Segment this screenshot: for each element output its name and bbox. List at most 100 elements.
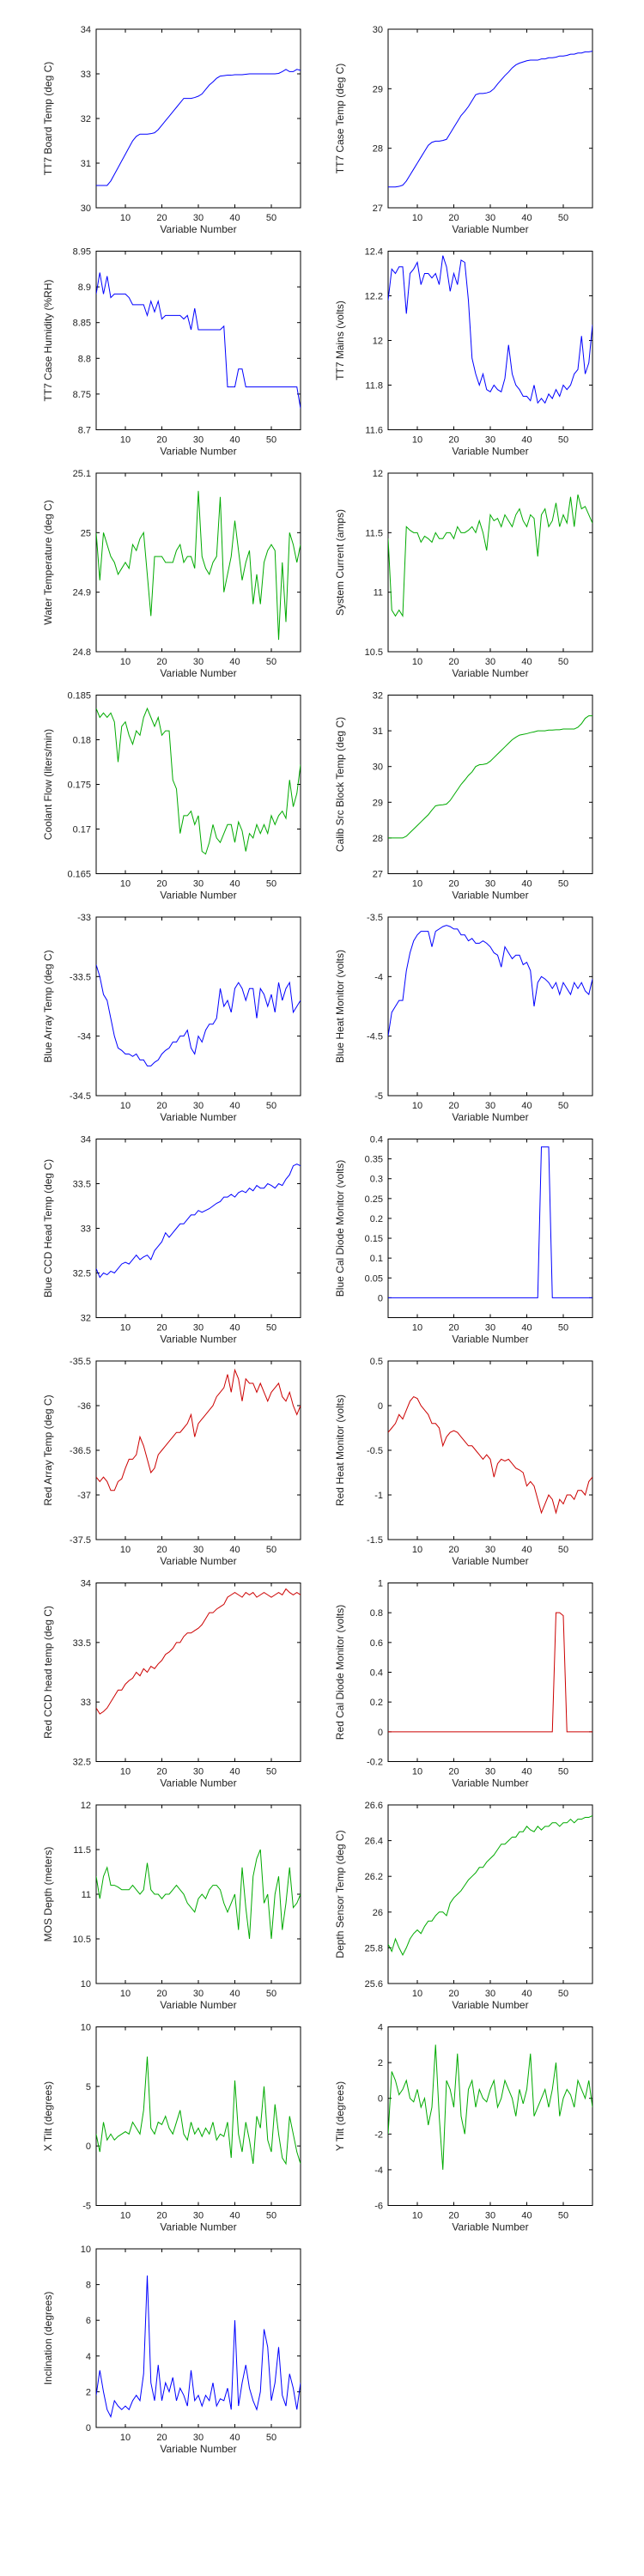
y-tick-label: 33 [81, 70, 91, 80]
x-tick-label: 50 [266, 1767, 276, 1777]
y-tick-label: 10 [81, 2023, 91, 2033]
y-axis-label: Depth Sensor Temp (deg C) [334, 1830, 346, 1958]
x-tick-label: 50 [558, 657, 568, 667]
x-tick-label: 40 [521, 879, 532, 890]
chart-panel: 10 20 30 40 50 -34.5 -34 -33.5 -33 Variable Numbe… [42, 913, 301, 1123]
x-tick-label: 50 [266, 1989, 276, 1999]
series-line [96, 69, 301, 186]
x-tick-label: 20 [448, 213, 459, 223]
series-line [388, 1395, 592, 1515]
series-line [96, 2057, 301, 2166]
y-tick-label: -35.5 [70, 1357, 91, 1367]
x-axis-label: Variable Number [160, 1999, 236, 2011]
y-axis-label: MOS Depth (meters) [42, 1847, 54, 1942]
x-tick-label: 40 [229, 879, 240, 890]
plot-frame [95, 1804, 301, 1984]
y-tick-label: -34.5 [70, 1091, 91, 1102]
y-tick-label: 5 [86, 2082, 91, 2093]
y-axis-label: Y Tilt (degrees) [334, 2081, 346, 2151]
x-tick-label: 20 [156, 2211, 167, 2221]
y-tick-label: 32 [373, 691, 383, 702]
y-tick-label: 31 [373, 726, 383, 737]
y-tick-label: 25.8 [365, 1943, 383, 1953]
y-tick-label: 33 [81, 1224, 91, 1235]
x-axis-label: Variable Number [160, 2443, 236, 2455]
y-axis-label: Inclination (degrees) [42, 2292, 54, 2385]
y-axis-label: Coolant Flow (liters/min) [42, 729, 54, 840]
x-tick-label: 40 [229, 2211, 240, 2221]
y-tick-label: 33.5 [73, 1638, 91, 1649]
chart-panel: 10 20 30 40 50 10.5 11 11.5 12 Variable Number Sys… [334, 469, 593, 679]
chart-panel: 10 20 30 40 50 10 10.5 11 11.5 12 Variable Number M… [42, 1801, 301, 2011]
x-tick-label: 20 [448, 435, 459, 446]
x-axis-label: Variable Number [160, 446, 236, 458]
x-tick-label: 20 [156, 657, 167, 667]
y-tick-label: 11.5 [73, 1845, 91, 1856]
y-tick-label: -5 [374, 1091, 383, 1102]
x-tick-label: 50 [558, 1101, 568, 1111]
y-tick-label: -36.5 [70, 1446, 91, 1456]
y-tick-label: 0.3 [370, 1175, 383, 1185]
y-tick-label: 6 [86, 2316, 91, 2326]
plot-frame [387, 251, 593, 430]
y-axis-label: Blue Array Temp (deg C) [42, 950, 54, 1062]
y-tick-label: 8.85 [73, 319, 91, 329]
y-tick-label: 29 [373, 798, 383, 808]
x-axis-label: Variable Number [160, 1111, 236, 1123]
chart-panel: 10 20 30 40 50 27 28 29 30 31 32 Variable Number Cal… [334, 691, 593, 902]
y-tick-label: 2 [378, 2058, 383, 2069]
series-line [388, 925, 592, 1036]
x-tick-label: 40 [521, 2211, 532, 2221]
y-tick-label: 33.5 [73, 1180, 91, 1190]
x-tick-label: 40 [229, 1323, 240, 1334]
x-tick-label: 30 [193, 213, 204, 223]
x-tick-label: 10 [120, 1101, 131, 1111]
x-tick-label: 10 [120, 1545, 131, 1555]
x-tick-label: 30 [193, 2211, 204, 2221]
plot-frame [387, 916, 593, 1097]
y-tick-label: 0.25 [365, 1194, 383, 1205]
x-tick-label: 20 [448, 879, 459, 890]
chart-panel: 10 20 30 40 50 0.165 0.17 0.175 0.18 0.185 Variabl… [42, 691, 301, 902]
y-tick-label: -4.5 [367, 1032, 383, 1042]
chart-panel: 10 20 30 40 50 24.8 24.9 25 25.1 Variable Number W… [42, 469, 301, 679]
series-line [388, 494, 592, 618]
y-tick-label: 0.15 [365, 1234, 383, 1244]
x-tick-label: 20 [156, 435, 167, 446]
y-tick-label: 32 [81, 114, 91, 125]
y-tick-label: 25.6 [365, 1979, 383, 1990]
x-axis-label: Variable Number [160, 1555, 236, 1567]
y-tick-label: 0 [86, 2142, 91, 2152]
x-tick-label: 10 [412, 2211, 422, 2221]
y-tick-label: 2 [86, 2387, 91, 2397]
y-axis-label: Blue Heat Monitor (volts) [334, 950, 346, 1063]
chart-panel: 10 20 30 40 50 -6 -4 -2 0 2 4 Variable Number Y Tilt… [334, 2023, 593, 2233]
x-tick-label: 30 [485, 435, 495, 446]
y-tick-label: -34 [77, 1032, 91, 1042]
y-tick-label: 32 [81, 1314, 91, 1324]
x-tick-label: 10 [120, 657, 131, 667]
series-line [96, 2275, 301, 2418]
x-tick-label: 50 [266, 1101, 276, 1111]
x-tick-label: 10 [120, 1767, 131, 1777]
plot-frame [95, 251, 301, 430]
y-tick-label: 28 [373, 144, 383, 155]
x-axis-label: Variable Number [452, 1555, 528, 1567]
y-tick-label: 30 [81, 204, 91, 214]
y-tick-label: 0 [378, 2094, 383, 2105]
y-tick-label: 32.5 [73, 1269, 91, 1279]
x-axis-label: Variable Number [452, 1999, 528, 2011]
plot-frame [387, 472, 593, 653]
y-tick-label: 8 [86, 2281, 91, 2291]
y-tick-label: 32.5 [73, 1758, 91, 1768]
y-tick-label: -6 [374, 2202, 383, 2212]
chart-panel: 10 20 30 40 50 0 0.05 0.1 0.15 0.2 0.25 0.3 0.35 0.4 V… [334, 1135, 593, 1346]
x-tick-label: 20 [448, 1767, 459, 1777]
plot-frame [387, 1360, 593, 1540]
series-line [96, 707, 301, 855]
y-tick-label: 0.8 [370, 1608, 383, 1619]
y-tick-label: -5 [82, 2202, 91, 2212]
x-axis-label: Variable Number [452, 2221, 528, 2233]
plot-frame [95, 695, 301, 874]
